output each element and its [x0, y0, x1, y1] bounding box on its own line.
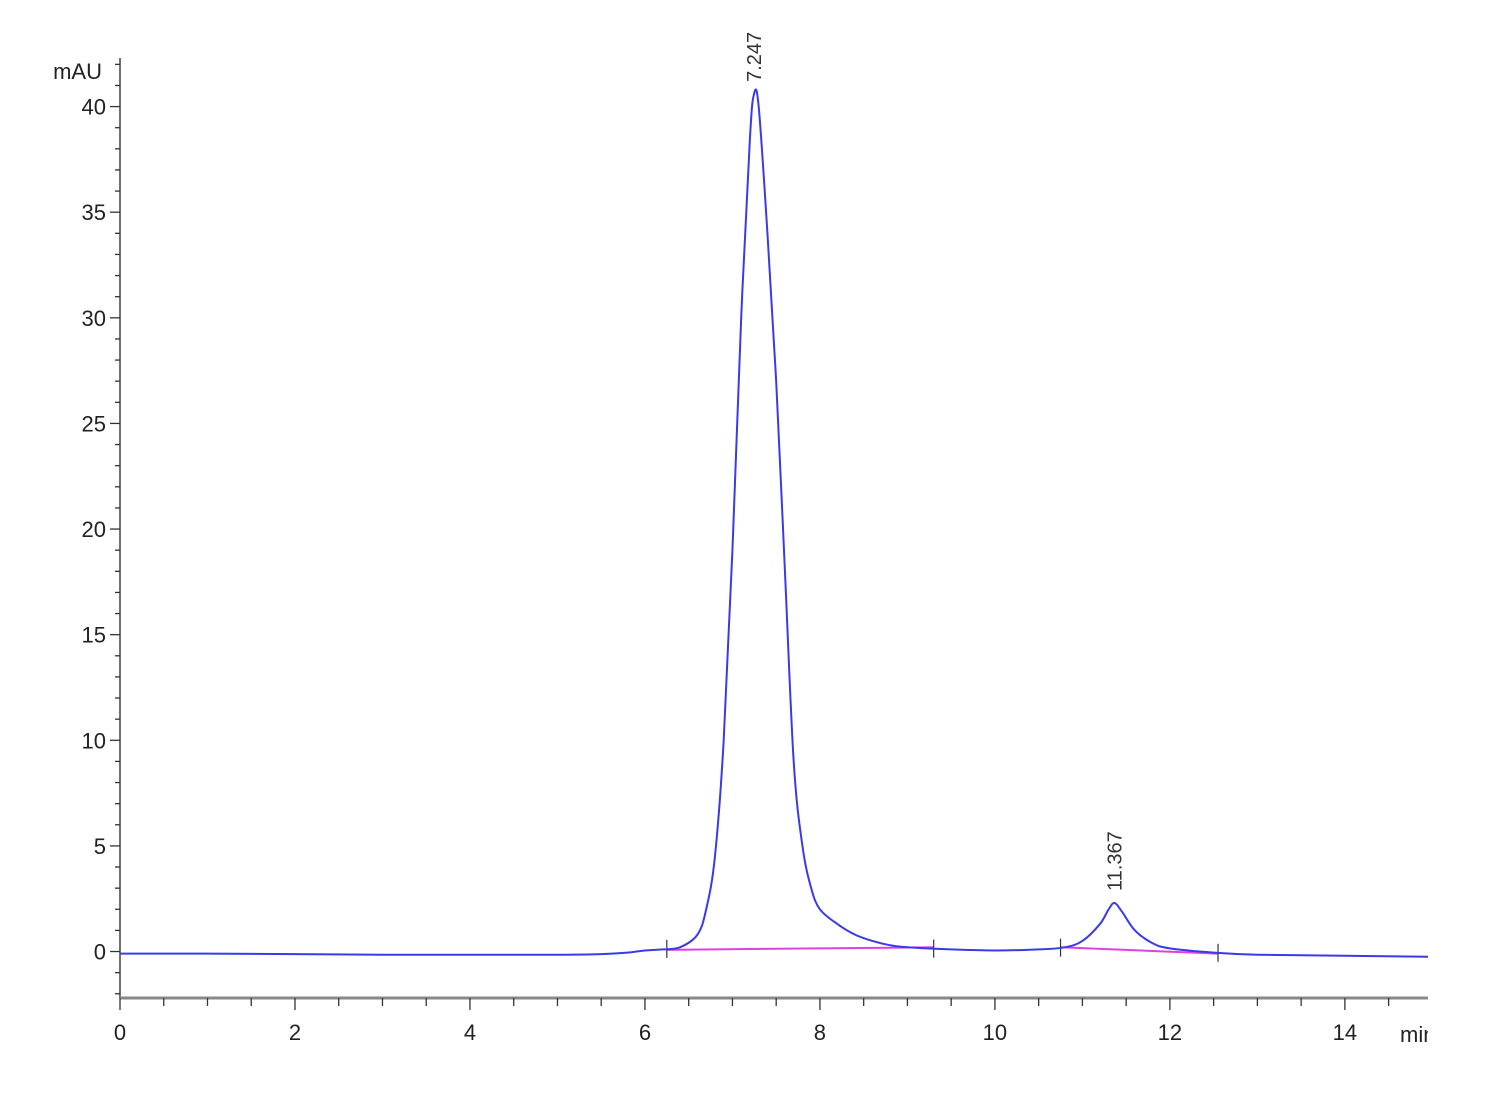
- y-tick-label: 0: [94, 940, 106, 965]
- y-tick-label: 35: [82, 200, 106, 225]
- axes: 0 5 10 15 20 25 30 35 40 0 2 4 6 8 10 12 14: [82, 58, 1428, 1045]
- x-axis-label: min: [1400, 1022, 1435, 1047]
- x-tick-label: 14: [1333, 1020, 1357, 1045]
- x-tick-label: 8: [814, 1020, 826, 1045]
- y-tick-label: 25: [82, 411, 106, 436]
- y-tick-label: 20: [82, 517, 106, 542]
- integration-baseline: [1060, 946, 1219, 955]
- y-axis-label: mAU: [53, 59, 102, 84]
- y-tick-label: 15: [82, 623, 106, 648]
- x-tick-label: 4: [464, 1020, 476, 1045]
- peak-label: 11.367: [1105, 831, 1127, 891]
- x-tick-label: 0: [114, 1020, 126, 1045]
- signal-trace: [119, 88, 1429, 958]
- peak-label: 7.247: [744, 32, 766, 82]
- x-tick-label: 2: [289, 1020, 301, 1045]
- y-tick-label: 5: [94, 834, 106, 859]
- x-tick-label: 10: [983, 1020, 1007, 1045]
- plot-marks: 7.247 11.367: [119, 32, 1429, 962]
- y-tick-label: 30: [82, 306, 106, 331]
- x-tick-label: 12: [1158, 1020, 1182, 1045]
- x-tick-label: 6: [639, 1020, 651, 1045]
- y-tick-label: 40: [82, 95, 106, 120]
- integration-baseline: [666, 946, 934, 951]
- y-tick-label: 10: [82, 728, 106, 753]
